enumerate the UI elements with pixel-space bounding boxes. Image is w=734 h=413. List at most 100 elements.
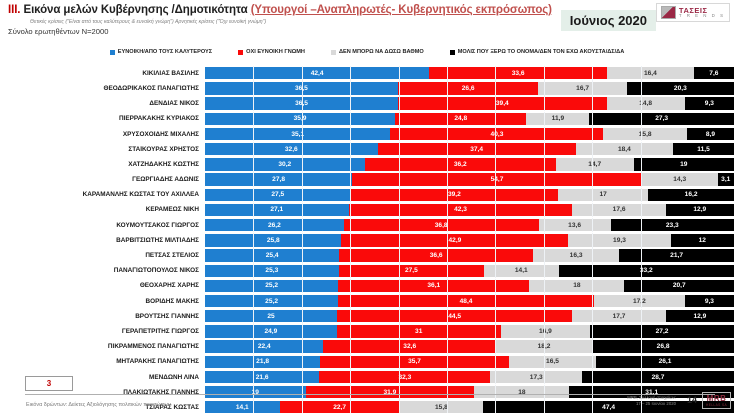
stacked-bar-chart: ΚΙΚΙΛΙΑΣ ΒΑΣΙΛΗΣ 42,4 33,6 16,4 7,6 ΘΕΟΔΩΡΙΚΑ…: [0, 66, 734, 413]
bar-segment-unknown: 21,7: [619, 249, 734, 262]
bar-segment-no-opinion: 16,7: [538, 82, 627, 95]
chart-row: ΚΙΚΙΛΙΑΣ ΒΑΣΙΛΗΣ 42,4 33,6 16,4 7,6: [0, 66, 734, 81]
chart-row-label: ΚΙΚΙΛΙΑΣ ΒΑΣΙΛΗΣ: [142, 69, 199, 77]
chart-row-label: ΧΑΤΖΗΔΑΚΗΣ ΚΩΣΤΗΣ: [128, 160, 199, 168]
title-underlined: (Υπουργοί –Αναπληρωτές- Κυβερνητικός εκπ…: [250, 4, 552, 16]
bar-segment-no-opinion: 18,2: [495, 340, 593, 353]
bar-segment-no-opinion: 17: [558, 188, 649, 201]
bar-segment-favorable: 25,3: [205, 264, 339, 277]
bar-segment-unknown: 28,7: [582, 370, 734, 384]
bar-segment-favorable: 25,8: [205, 234, 342, 247]
bar-segment-unknown: 27,3: [589, 112, 734, 126]
chart-row: ΠΑΝΑΓΙΩΤΟΠΟΥΛΟΣ ΝΙΚΟΣ 25,3 27,5 14,1 33,2: [0, 263, 734, 279]
chart-row: ΔΕΝΔΙΑΣ ΝΙΚΟΣ 36,5 39,4 14,8 9,3: [0, 96, 734, 111]
bar-segment-unknown: 27,2: [590, 325, 734, 338]
bar-segment-favorable: 36,5: [205, 97, 399, 110]
chart-legend: ΕΥΝΟΙΚΗ/ΑΠΟ ΤΟΥΣ ΚΑΛΥΤΕΡΟΥΣ ΟΧΙ ΕΥΝΟΙΚΗ …: [0, 49, 734, 55]
chart-row-bars: 25,2 48,4 17,2 9,3: [205, 294, 734, 308]
chart-row-bars: 27,8 54,7 14,3 3,1: [205, 173, 734, 186]
bar-segment-unfavorable: 42,9: [341, 234, 569, 247]
bar-segment-no-opinion: 14,1: [484, 264, 559, 277]
bar-segment-favorable: 35,9: [205, 112, 396, 126]
bar-segment-unfavorable: 44,5: [337, 310, 573, 323]
chart-row-label: ΠΙΕΡΡΑΚΑΚΗΣ ΚΥΡΙΑΚΟΣ: [118, 115, 199, 123]
mrb-logo: MRB HELLAS SA: [702, 392, 731, 409]
bar-segment-no-opinion: 16,3: [532, 249, 620, 262]
page-title: III. Εικόνα μελών Κυβέρνησης /Δημοτικότη…: [8, 4, 552, 16]
trends-logo: ΤΑΣΕΙΣ T R E N D S: [655, 3, 730, 22]
chart-row-bars: 25 44,5 17,7 12,9: [205, 310, 734, 323]
footer-source-line1: MRB, Συλλογή στοιχείων:: [627, 395, 676, 401]
bar-segment-favorable: 26,2: [205, 218, 344, 232]
bar-segment-unfavorable: 48,4: [338, 294, 594, 308]
bar-segment-no-opinion: 16,5: [508, 355, 597, 369]
bar-segment-favorable: 42,4: [205, 67, 430, 80]
bar-segment-unfavorable: 39,2: [350, 188, 559, 201]
chart-row-bars: 14,1 22,7 15,8 47,4: [205, 401, 734, 413]
footer-note: Εικόνα δρώντων: Δείκτες Αξιολόγησης πολι…: [26, 402, 171, 408]
bar-segment-unfavorable: 42,3: [348, 203, 573, 217]
legend-swatch-icon: [238, 49, 244, 55]
title-subtitle-small: Θετικές κρίσεις ("Είναι από τους καλύτερ…: [30, 19, 267, 25]
chart-row-label: ΜΕΝΔΩΝΗ ΛΙΝΑ: [149, 373, 199, 381]
legend-label-unknown: ΜΟΛΙΣ ΠΟΥ ΞΕΡΩ ΤΟ ΟΝΟΜΑ/ΔΕΝ ΤΟΝ ΕΧΩ ΑΚΟΥ…: [457, 49, 625, 55]
bar-segment-no-opinion: 17,2: [593, 294, 685, 308]
bar-segment-favorable: 14,1: [205, 401, 280, 413]
bar-segment-no-opinion: 14,7: [555, 158, 634, 171]
bar-segment-unfavorable: 32,6: [323, 340, 496, 353]
chart-row-bars: 36,5 26,6 16,7 20,3: [205, 82, 734, 95]
bar-segment-no-opinion: 15,8: [603, 127, 687, 141]
bar-segment-unfavorable: 35,7: [320, 355, 509, 369]
chart-row: ΠΙΚΡΑΜΜΕΝΟΣ ΠΑΝΑΓΙΩΤΗΣ 22,4 32,6 18,2 26,8: [0, 339, 734, 354]
chart-row: ΘΕΟΧΑΡΗΣ ΧΑΡΗΣ 25,2 36,1 18 20,7: [0, 278, 734, 294]
chart-row-bars: 22,4 32,6 18,2 26,8: [205, 340, 734, 353]
bar-segment-unknown: 12,9: [665, 310, 734, 323]
chart-row: ΜΕΝΔΩΝΗ ΛΙΝΑ 21,6 32,3 17,3 28,7: [0, 369, 734, 385]
chart-row: ΧΡΥΣΟΧΟΪΔΗΣ ΜΙΧΑΛΗΣ 35,1 40,3 15,8 8,9: [0, 126, 734, 142]
sample-size: Σύνολο ερωτηθέντων Ν=2000: [8, 27, 109, 36]
legend-label-no-opinion: ΔΕΝ ΜΠΟΡΩ ΝΑ ΔΩΣΩ ΒΑΘΜΟ: [338, 49, 424, 55]
chart-row: ΚΑΡΑΜΑΝΛΗΣ ΚΩΣΤΑΣ ΤΟΥ ΑΧΙΛΛΕΑ 27,5 39,2 17 1…: [0, 187, 734, 203]
bar-segment-unfavorable: 26,6: [397, 82, 539, 95]
chart-row: ΓΕΡΑΠΕΤΡΙΤΗΣ ΓΙΩΡΓΟΣ 24,9 31 16,9 27,2: [0, 324, 734, 339]
bar-segment-no-opinion: 14,8: [606, 97, 685, 110]
chart-row-bars: 35,9 24,8 11,9 27,3: [205, 112, 734, 126]
chart-row: ΒΡΟΥΤΣΗΣ ΓΙΑΝΝΗΣ 25 44,5 17,7 12,9: [0, 309, 734, 324]
chart-row-bars: 26,2 36,8 13,6 23,3: [205, 218, 734, 232]
trends-logo-mark-icon: [660, 6, 676, 19]
chart-row: ΘΕΟΔΩΡΙΚΑΚΟΣ ΠΑΝΑΓΙΩΤΗΣ 36,5 26,6 16,7 20,3: [0, 81, 734, 96]
chart-row-label: ΧΡΥΣΟΧΟΪΔΗΣ ΜΙΧΑΛΗΣ: [122, 130, 199, 138]
bar-segment-unfavorable: 40,3: [390, 127, 604, 141]
bar-segment-no-opinion: 14,3: [641, 173, 718, 186]
chart-row-bars: 24,9 31 16,9 27,2: [205, 325, 734, 338]
bar-segment-no-opinion: 17,3: [490, 370, 582, 384]
trends-logo-name: ΤΑΣΕΙΣ: [678, 5, 708, 15]
chart-row: ΒΟΡΙΔΗΣ ΜΑΚΗΣ 25,2 48,4 17,2 9,3: [0, 293, 734, 309]
date-badge: Ιούνιος 2020: [560, 10, 656, 31]
bar-segment-favorable: 36,5: [205, 82, 398, 95]
chart-row-label: ΠΛΑΚΙΩΤΑΚΗΣ ΓΙΑΝΝΗΣ: [123, 388, 199, 396]
bar-segment-unknown: 16,2: [648, 188, 734, 201]
bar-segment-favorable: 21,6: [205, 370, 320, 384]
chart-row-bars: 35,1 40,3 15,8 8,9: [205, 127, 734, 141]
chart-row: ΠΙΕΡΡΑΚΑΚΗΣ ΚΥΡΙΑΚΟΣ 35,9 24,8 11,9 27,3: [0, 111, 734, 127]
footer-source: MRB, Συλλογή στοιχείων: 17 – 25 Ιουνίου …: [627, 395, 676, 407]
chart-row: ΓΕΩΡΓΙΑΔΗΣ ΑΔΩΝΙΣ 27,8 54,7 14,3 3,1: [0, 172, 734, 187]
chart-row-label: ΠΕΤΣΑΣ ΣΤΕΛΙΟΣ: [145, 252, 199, 260]
bar-segment-unknown: 9,3: [684, 294, 734, 308]
bar-segment-unfavorable: 32,3: [319, 370, 491, 384]
chart-row: ΜΗΤΑΡΑΚΗΣ ΠΑΝΑΓΙΩΤΗΣ 21,8 35,7 16,5 26,1: [0, 354, 734, 370]
bar-segment-unfavorable: 31: [336, 325, 501, 338]
chart-row-label: ΠΑΝΑΓΙΩΤΟΠΟΥΛΟΣ ΝΙΚΟΣ: [113, 267, 199, 275]
legend-label-favorable: ΕΥΝΟΙΚΗ/ΑΠΟ ΤΟΥΣ ΚΑΛΥΤΕΡΟΥΣ: [117, 49, 213, 55]
bar-segment-favorable: 25,2: [205, 294, 339, 308]
legend-item-unknown: ΜΟΛΙΣ ΠΟΥ ΞΕΡΩ ΤΟ ΟΝΟΜΑ/ΔΕΝ ΤΟΝ ΕΧΩ ΑΚΟΥ…: [449, 49, 625, 55]
legend-label-unfavorable: ΟΧΙ ΕΥΝΟΙΚΗ ΓΝΩΜΗ: [246, 49, 305, 55]
bar-segment-unfavorable: 36,6: [339, 249, 533, 262]
bar-segment-no-opinion: 18: [529, 279, 625, 293]
legend-swatch-icon: [449, 49, 455, 55]
bar-segment-favorable: 21,8: [205, 355, 321, 369]
chart-row: ΠΛΑΚΙΩΤΑΚΗΣ ΓΙΑΝΝΗΣ 19 31,9 18 31,1: [0, 384, 734, 400]
bar-segment-unknown: 33,2: [558, 264, 734, 277]
bar-segment-favorable: 19: [205, 386, 306, 399]
